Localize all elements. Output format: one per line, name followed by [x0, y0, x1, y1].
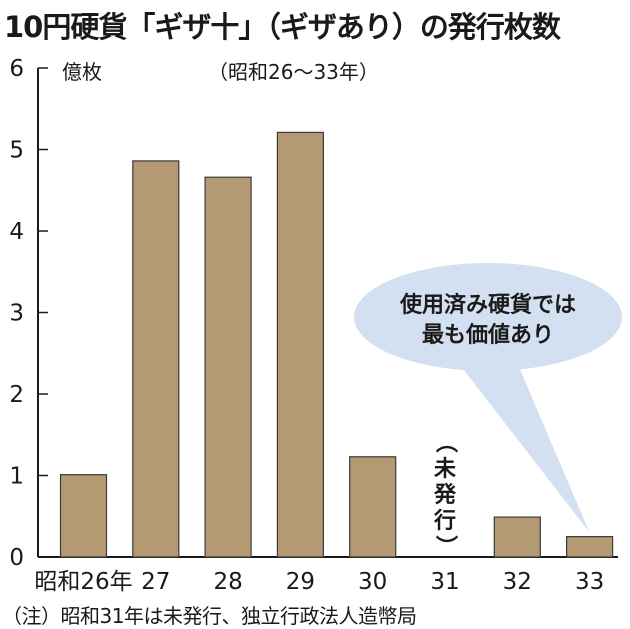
- unissued-char: 未: [434, 457, 456, 482]
- bar-29: [276, 131, 324, 558]
- bar-33: [565, 536, 614, 558]
- y-tick-label: 4: [9, 219, 24, 245]
- unissued-char: （: [433, 431, 458, 453]
- callout-bubble: [354, 263, 622, 371]
- unissued-annotation: （ 未発行）: [433, 431, 458, 557]
- bar-28: [204, 176, 252, 558]
- y-tick-label: 2: [9, 382, 24, 408]
- unissued-char: 行: [433, 508, 456, 534]
- callout-text-line: 最も価値あり: [422, 323, 554, 348]
- bar-32: [493, 516, 541, 558]
- y-axis-unit-label: 億枚: [62, 60, 102, 84]
- y-tick-label: 0: [9, 545, 24, 571]
- bar-27: [132, 160, 180, 558]
- callout-text-line: 使用済み硬貨では: [399, 292, 576, 318]
- x-tick-label: 28: [213, 569, 242, 595]
- chart-title: 10円硬貨「ギザ十」（ギザあり）の発行枚数: [4, 10, 561, 44]
- x-tick-label: 29: [286, 569, 315, 595]
- y-tick-label: 5: [9, 138, 24, 164]
- y-tick-label: 1: [9, 464, 24, 490]
- unissued-char: ）: [433, 535, 458, 557]
- x-tick-label: 31: [430, 569, 459, 595]
- x-tick-label: 30: [358, 569, 387, 595]
- bar-26: [59, 474, 108, 558]
- unissued-char: 発: [433, 483, 457, 508]
- callout-pointer: [450, 346, 590, 533]
- bar-30: [349, 456, 397, 558]
- source-note: （注）昭和31年は未発行、独立行政法人造幣局: [2, 604, 417, 628]
- x-tick-label: 昭和26年: [34, 569, 132, 595]
- y-tick-label: 6: [9, 56, 24, 82]
- x-tick-label: 32: [503, 569, 532, 595]
- chart-subtitle: （昭和26～33年）: [208, 60, 379, 84]
- x-tick-label: 27: [141, 569, 170, 595]
- x-tick-label: 33: [575, 569, 604, 595]
- y-tick-label: 3: [9, 301, 24, 327]
